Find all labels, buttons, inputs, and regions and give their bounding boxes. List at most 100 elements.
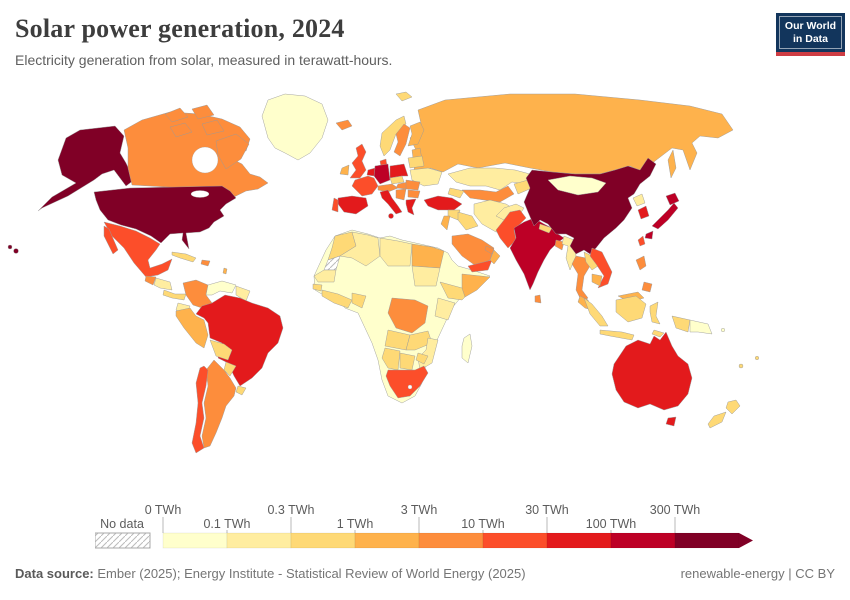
country-indonesia-java[interactable] — [599, 329, 635, 341]
country-lesotho[interactable] — [407, 384, 413, 390]
legend-bin-2[interactable] — [290, 532, 356, 549]
legend-bin-7[interactable] — [610, 532, 676, 549]
country-germany[interactable] — [373, 163, 391, 185]
country-sri-lanka[interactable] — [534, 294, 542, 304]
country-libya[interactable] — [379, 237, 413, 267]
country-mauritania[interactable] — [313, 269, 337, 283]
country-paraguay[interactable] — [223, 361, 237, 377]
pacific-island-new-caledonia[interactable] — [738, 363, 744, 369]
country-zambia[interactable] — [405, 330, 433, 351]
country-costa-rica-panama[interactable] — [162, 289, 187, 301]
country-new-zealand-south[interactable] — [707, 411, 727, 429]
country-greece[interactable] — [405, 198, 417, 216]
country-gulf-states[interactable] — [484, 245, 495, 255]
svalbard[interactable] — [395, 91, 413, 102]
country-balkans[interactable] — [395, 188, 407, 201]
country-botswana[interactable] — [399, 352, 416, 371]
country-mongolia[interactable] — [547, 175, 607, 196]
country-madagascar[interactable] — [461, 333, 473, 364]
legend-no-data-swatch[interactable] — [94, 532, 151, 549]
country-japan-hokkaido[interactable] — [665, 192, 680, 206]
country-sweden[interactable] — [393, 123, 411, 157]
country-mexico-baja[interactable] — [103, 225, 119, 255]
country-uruguay[interactable] — [235, 385, 247, 396]
country-senegal[interactable] — [312, 283, 323, 292]
country-philippines-mindanao[interactable] — [641, 281, 653, 293]
country-timor[interactable] — [651, 329, 665, 338]
country-canada-baffin[interactable] — [215, 133, 250, 170]
country-levant[interactable] — [440, 215, 451, 231]
owid-logo[interactable]: Our World in Data — [776, 13, 845, 56]
hawaii-usa[interactable] — [7, 244, 13, 250]
country-nigeria[interactable] — [351, 292, 367, 309]
country-benelux[interactable] — [366, 167, 376, 177]
country-usa[interactable] — [93, 185, 237, 250]
legend-bin-1[interactable] — [226, 532, 292, 549]
country-turkey[interactable] — [423, 195, 463, 211]
country-russia-sakhalin[interactable] — [667, 149, 677, 179]
country-philippines-luzon[interactable] — [635, 255, 647, 271]
country-sudan[interactable] — [411, 265, 441, 287]
country-south-africa[interactable] — [385, 365, 429, 399]
country-cuba[interactable] — [171, 251, 197, 263]
country-mexico[interactable] — [103, 221, 173, 278]
country-drc[interactable] — [387, 297, 429, 334]
country-iceland[interactable] — [335, 119, 353, 131]
country-france[interactable] — [351, 175, 379, 197]
legend-bin-8[interactable] — [674, 532, 740, 549]
country-ireland[interactable] — [339, 164, 350, 176]
hawaii-usa-2[interactable] — [13, 248, 19, 254]
country-caucasus[interactable] — [447, 187, 465, 199]
legend-bin-4[interactable] — [418, 532, 484, 549]
country-belarus[interactable] — [407, 155, 425, 169]
country-uzbekistan-turkmenistan[interactable] — [461, 185, 515, 203]
country-new-zealand-north[interactable] — [725, 399, 741, 415]
country-italy-sicily[interactable] — [388, 213, 394, 219]
country-yemen[interactable] — [467, 259, 493, 273]
country-honduras-nicaragua[interactable] — [153, 277, 173, 291]
country-japan-kyushu[interactable] — [644, 230, 654, 240]
country-algeria[interactable] — [339, 231, 381, 267]
country-finland[interactable] — [407, 121, 425, 147]
country-guatemala[interactable] — [144, 275, 157, 286]
country-alpine[interactable] — [377, 183, 399, 193]
country-egypt[interactable] — [411, 243, 445, 269]
country-somalia[interactable] — [461, 273, 491, 298]
country-nepal[interactable] — [538, 223, 553, 234]
legend-bin-6[interactable] — [546, 532, 612, 549]
license-text[interactable]: renewable-energy | CC BY — [680, 566, 835, 581]
country-uk[interactable] — [349, 143, 367, 179]
country-vietnam[interactable] — [589, 247, 613, 289]
country-indonesia-west-papua[interactable] — [671, 315, 691, 333]
legend-bin-0[interactable] — [162, 532, 228, 549]
country-north-korea[interactable] — [632, 193, 646, 207]
country-spain[interactable] — [337, 195, 369, 215]
country-kenya-tanzania[interactable] — [434, 297, 456, 321]
country-romania[interactable] — [405, 179, 421, 191]
country-papua-new-guinea[interactable] — [689, 319, 713, 335]
country-bangladesh[interactable] — [554, 239, 565, 251]
country-czechia-slovakia[interactable] — [389, 175, 405, 185]
country-cambodia[interactable] — [591, 273, 603, 287]
country-indonesia-sulawesi[interactable] — [649, 301, 661, 325]
country-argentina[interactable] — [201, 359, 237, 449]
country-portugal[interactable] — [331, 197, 339, 213]
country-chile[interactable] — [191, 365, 209, 454]
legend-bin-3[interactable] — [354, 532, 420, 549]
country-australia[interactable] — [611, 331, 693, 411]
country-lesser-antilles[interactable] — [222, 267, 228, 275]
legend-bin-5[interactable] — [482, 532, 548, 549]
country-russia[interactable] — [409, 93, 734, 182]
country-peru[interactable] — [175, 307, 209, 349]
country-namibia[interactable] — [381, 347, 401, 371]
country-indonesia-kalimantan[interactable] — [615, 295, 647, 323]
country-oman[interactable] — [489, 249, 501, 265]
country-bulgaria[interactable] — [407, 189, 421, 199]
pacific-island-fiji[interactable] — [754, 355, 760, 361]
country-hispaniola[interactable] — [200, 259, 211, 267]
pacific-island-solomon[interactable] — [720, 327, 726, 333]
country-taiwan[interactable] — [637, 235, 646, 247]
country-indonesia-sumatra[interactable] — [583, 297, 609, 327]
country-brazil[interactable] — [195, 294, 284, 387]
country-west-africa-coast[interactable] — [321, 289, 353, 309]
